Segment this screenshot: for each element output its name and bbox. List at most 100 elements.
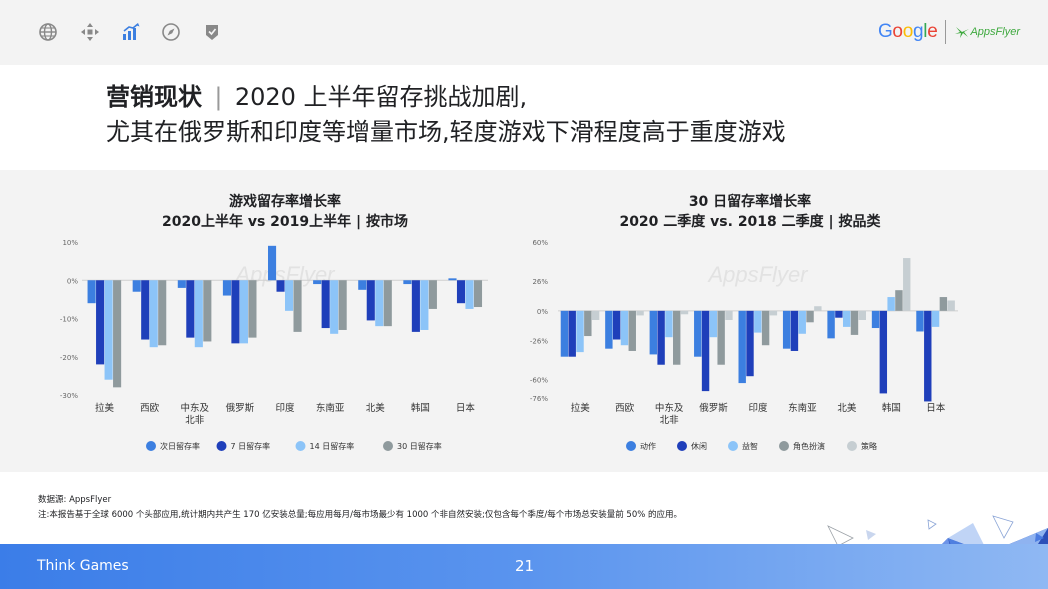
chart-2-bar	[842, 310, 851, 327]
chart-2-bar	[761, 310, 770, 346]
top-bar: Google AppsFlyer	[0, 0, 1048, 65]
chart-2-bar	[850, 310, 859, 335]
chart-2-bar	[709, 310, 718, 338]
compass-icon[interactable]	[160, 21, 182, 43]
chart-1-bar	[203, 280, 212, 342]
chart-2-bar	[939, 297, 948, 311]
chart-2-bar	[584, 310, 592, 337]
chart-1-bar	[473, 280, 483, 308]
chart-1-bar	[383, 280, 392, 327]
chart-2-bar	[701, 310, 710, 392]
chart-2-bar	[665, 310, 673, 338]
chart-1-category-label: 东南亚	[316, 402, 345, 414]
chart-2-legend-label: 休闲	[691, 441, 707, 451]
chart-1-title: 游戏留存率增长率	[229, 194, 341, 210]
chart-2-bar	[673, 310, 681, 365]
chart-1-legend-label: 次日留存率	[160, 441, 200, 451]
chart-1-ytick-label: 10%	[62, 239, 78, 247]
chart-1-bar	[293, 280, 302, 332]
trending-up-icon[interactable]	[120, 21, 142, 43]
chart-1-category-label: 印度	[275, 402, 295, 414]
chart-2-category-label: 日本	[926, 402, 946, 414]
chart-2-bar	[680, 310, 689, 315]
chart-1-bar	[248, 280, 257, 338]
chart-2-subtitle: 2020 二季度 vs. 2018 二季度 | 按品类	[619, 214, 881, 230]
brand-logos: Google AppsFlyer	[878, 16, 1020, 48]
chart-2-bar	[560, 310, 569, 357]
globe-icon[interactable]	[37, 21, 59, 43]
appsflyer-leaf-icon	[955, 27, 970, 38]
chart-2-legend-marker	[847, 441, 857, 451]
chart-1-category-label: 北非	[185, 414, 205, 426]
move-icon[interactable]	[79, 21, 101, 43]
footer-brand: Think Games	[37, 558, 129, 574]
chart-2-title: 30 日留存率增长率	[688, 194, 812, 210]
chart-1-bar	[231, 280, 240, 344]
chart-1-category-label: 日本	[456, 402, 476, 414]
chart-2-legend-label: 益智	[742, 441, 758, 451]
chart-1-bar	[375, 280, 384, 327]
chart-2-bar	[814, 306, 822, 311]
chart-1-bar	[194, 280, 203, 348]
chart-1-bar	[268, 245, 277, 281]
page-number: 21	[515, 557, 535, 575]
chart-1-subtitle: 2020上半年 vs 2019上半年 | 按市场	[162, 214, 408, 230]
chart-2-bar	[916, 310, 924, 332]
chart-1-bar	[96, 280, 105, 365]
chart-2-legend-label: 策略	[861, 441, 877, 451]
chart-2-category-label: 印度	[748, 402, 768, 414]
chart-2-bar	[754, 310, 762, 333]
chart-2-category-label: 拉美	[571, 402, 591, 414]
chart-1-bar	[411, 280, 420, 332]
footer-bar: Think Games 21	[0, 544, 1048, 589]
chart-1-bar	[448, 278, 457, 281]
chart-2-bar	[612, 310, 621, 340]
chart-2-ytick-label: -76%	[530, 395, 548, 403]
chart-2-ytick-label: -26%	[530, 338, 548, 346]
chart-1-category-label: 俄罗斯	[226, 402, 255, 414]
chart-1-bar	[113, 280, 122, 388]
chart-2-category-label: 北非	[660, 414, 680, 426]
chart-2-ytick-label: 26%	[532, 278, 548, 286]
chart-2-category-label: 俄罗斯	[699, 402, 728, 414]
chart-1-legend-label: 14 日留存率	[310, 441, 355, 451]
title-headline: 2020 上半年留存挑战加剧,	[234, 83, 528, 111]
chart-2-bar	[887, 297, 895, 311]
chart-2-bar	[694, 310, 702, 357]
chart-1-bar	[177, 280, 186, 288]
chart-1-ytick-label: -10%	[60, 316, 78, 324]
google-logo: Google	[877, 21, 938, 42]
chart-2-category-label: 中东及	[655, 402, 684, 414]
chart-1-bar	[149, 280, 158, 348]
chart-2-bar	[591, 310, 600, 320]
chart-2-bar	[827, 310, 835, 339]
page-title: 营销现状 | 2020 上半年留存挑战加剧, 尤其在俄罗斯和印度等增量市场,轻度…	[106, 80, 786, 150]
chart-1-category-label: 拉美	[95, 402, 115, 414]
chart-1-ytick-label: 0%	[67, 277, 78, 285]
chart-1-legend-marker	[146, 441, 156, 451]
chart-1-bar	[276, 280, 285, 292]
chart-2-heading: 30 日留存率增长率 2020 二季度 vs. 2018 二季度 | 按品类	[585, 192, 915, 232]
chart-2-bar	[895, 290, 903, 311]
chart-1-bar	[186, 280, 195, 338]
appsflyer-logo: AppsFlyer	[954, 25, 1020, 39]
chart-2-bar	[628, 310, 636, 351]
chart-2-bar	[790, 310, 799, 351]
chart-2-category-label: 韩国	[882, 402, 901, 414]
chart-1-bar	[403, 280, 412, 285]
chart-2-ytick-label: 0%	[537, 308, 548, 316]
chart-2-bar	[924, 310, 932, 402]
chart-2-bar	[769, 310, 778, 316]
chart-1-category-label: 中东及	[181, 402, 210, 414]
chart-1-legend-label: 30 日留存率	[397, 441, 442, 451]
chart-1-bar	[222, 280, 231, 296]
chart-1-bar	[158, 280, 167, 346]
chart-2-legend-marker	[779, 441, 789, 451]
chart-1-bar	[358, 280, 367, 290]
chart-2-bar	[903, 258, 911, 311]
chart-1-ytick-label: -20%	[60, 354, 78, 362]
footnotes: 数据源: AppsFlyer 注:本报告基于全球 6000 个头部应用,统计期内…	[38, 493, 682, 523]
chart-2-bar	[620, 310, 629, 346]
chart-2-bar	[746, 310, 754, 377]
verified-icon[interactable]	[201, 21, 223, 43]
